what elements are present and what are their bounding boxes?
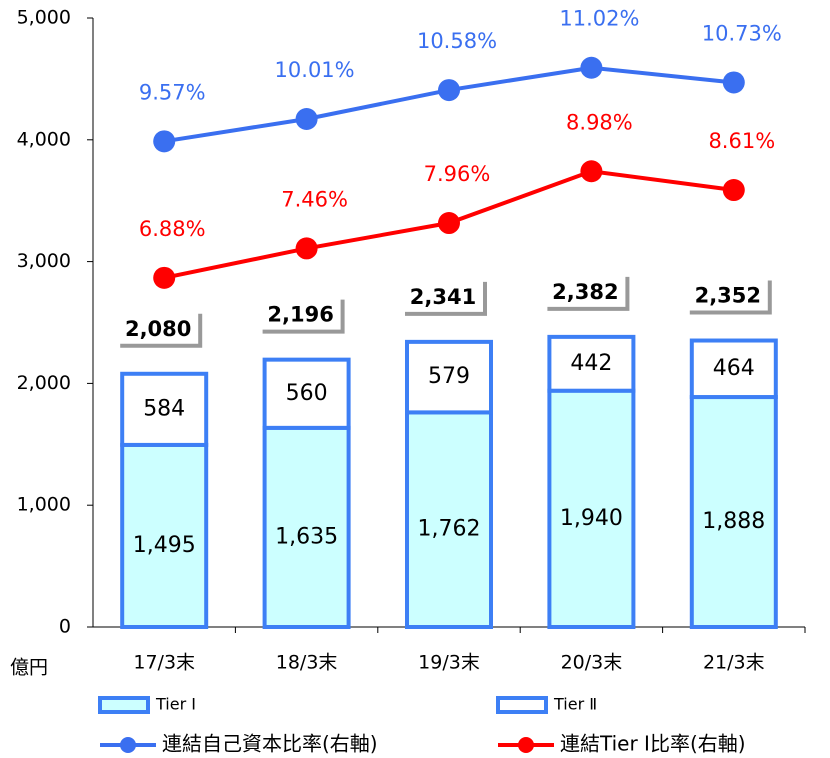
line-point [580, 160, 603, 183]
bar-value-label: 560 [286, 381, 328, 406]
line-value-label: 11.02% [559, 7, 639, 31]
line-value-label: 7.96% [424, 162, 491, 186]
line-point [722, 71, 745, 94]
bar-value-label: 1,635 [275, 524, 338, 549]
line-point [722, 179, 745, 202]
line-value-label: 10.58% [417, 29, 497, 53]
legend-swatch [98, 696, 150, 714]
legend-marker [120, 737, 136, 753]
line-value-label: 8.98% [566, 110, 633, 134]
bar-value-label: 442 [570, 351, 612, 376]
x-tick-label: 19/3末 [418, 652, 480, 674]
line-point [580, 56, 603, 79]
total-label: 2,352 [695, 284, 761, 308]
bar-segment [405, 410, 493, 629]
bar-value-label: 1,888 [702, 509, 765, 534]
bar-value-label: 1,495 [133, 533, 196, 558]
x-tick-label: 18/3末 [276, 652, 338, 674]
line-point [438, 212, 460, 235]
legend-label: 連結Tier Ⅰ比率(右軸) [560, 732, 746, 756]
line-value-label: 8.61% [708, 129, 775, 153]
bar-value-label: 464 [713, 356, 755, 381]
line-point [438, 79, 460, 102]
legend-label: 連結自己資本比率(右軸) [162, 732, 378, 756]
bar-segment [689, 395, 778, 629]
total-label: 2,382 [552, 280, 618, 304]
bar-segment [120, 371, 209, 447]
x-tick-label: 21/3末 [703, 652, 765, 674]
bar-value-label: 1,940 [560, 506, 623, 531]
bar-segment [262, 425, 351, 629]
bar-value-label: 579 [428, 364, 470, 389]
line-value-label: 9.57% [139, 80, 206, 104]
bar-segment [405, 339, 493, 415]
total-label: 2,196 [267, 303, 333, 327]
x-tick-label: 17/3末 [133, 652, 195, 674]
y-tick-label: 4,000 [17, 128, 71, 150]
legend-marker [518, 737, 534, 753]
total-box [120, 313, 203, 348]
line-point [153, 266, 176, 289]
line-point [153, 130, 176, 153]
line [163, 65, 735, 144]
bar-value-label: 1,762 [418, 517, 481, 542]
total-label: 2,080 [125, 317, 191, 341]
total-box [262, 299, 345, 334]
line-point [295, 107, 318, 130]
line-value-label: 6.88% [139, 217, 206, 241]
total-box [547, 276, 630, 311]
total-label: 2,341 [410, 285, 476, 309]
line-point [295, 237, 318, 260]
y-tick-label: 1,000 [17, 494, 71, 516]
x-tick-label: 20/3末 [561, 652, 623, 674]
y-tick-label: 2,000 [17, 372, 71, 394]
legend-label: Tier Ⅰ [155, 695, 196, 714]
y-tick-label: 5,000 [17, 7, 71, 29]
bar-segment [689, 338, 778, 400]
unit-label: 億円 [10, 657, 48, 679]
bar-segment [547, 388, 636, 630]
total-box [689, 280, 772, 315]
line-value-label: 10.73% [702, 21, 782, 45]
line-value-label: 7.46% [281, 187, 348, 211]
total-box [405, 281, 487, 316]
legend-swatch [496, 696, 548, 714]
y-tick-label: 3,000 [17, 250, 71, 272]
legend-label: Tier Ⅱ [553, 695, 597, 714]
y-tick-label: 0 [59, 616, 71, 638]
bar-segment [262, 357, 351, 430]
bar-value-label: 584 [143, 396, 185, 421]
bar-segment [120, 442, 209, 629]
line-value-label: 10.01% [275, 58, 355, 82]
bar-segment [547, 334, 636, 393]
